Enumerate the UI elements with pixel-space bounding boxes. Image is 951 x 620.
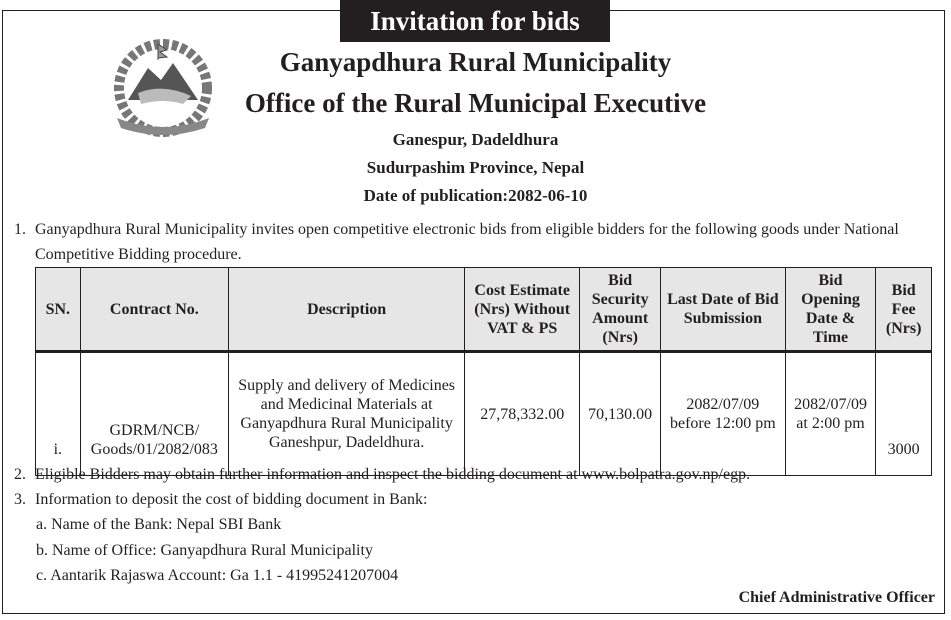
cell-opening: 2082/07/09 at 2:00 pm (784, 351, 877, 476)
para-2-number: 2. (14, 466, 26, 483)
nepal-emblem-logo-icon (114, 39, 212, 137)
para-1-number: 1. (14, 221, 26, 238)
para-3: Information to deposit the cost of biddi… (35, 491, 428, 508)
address-line-2: Sudurpashim Province, Nepal (366, 158, 585, 177)
cell-description: Supply and delivery of Medicines and Med… (228, 351, 466, 476)
col-fee: Bid Fee (Nrs) (875, 267, 932, 352)
office-name-line: b. Name of Office: Ganyapdhura Rural Mun… (36, 542, 373, 559)
bank-name: a. Name of the Bank: Nepal SBI Bank (36, 516, 282, 533)
cell-fee: 3000 (875, 351, 932, 476)
org-name: Ganyapdhura Rural Municipality (279, 47, 672, 77)
cell-last-date: 2082/07/09 before 12:00 pm (660, 351, 786, 476)
office-name: Office of the Rural Municipal Executive (244, 88, 707, 118)
col-opening: Bid Opening Date & Time (784, 267, 877, 352)
col-last-date: Last Date of Bid Submission (660, 267, 786, 352)
col-security: Bid Security Amount (Nrs) (579, 267, 662, 352)
cell-contract: GDRM/NCB/ Goods/01/2082/083 (79, 351, 230, 476)
para-3-number: 3. (14, 491, 26, 508)
address-line-1: Ganespur, Dadeldhura (392, 130, 559, 149)
cell-cost: 27,78,332.00 (464, 351, 581, 476)
publication-date: Date of publication:2082-06-10 (363, 186, 588, 205)
col-description: Description (228, 267, 466, 352)
cell-security: 70,130.00 (579, 351, 662, 476)
para-1: Ganyapdhura Rural Municipality invites o… (35, 221, 899, 263)
col-sn: SN. (35, 267, 81, 352)
col-cost: Cost Estimate (Nrs) Without VAT & PS (464, 267, 581, 352)
table-row: i. GDRM/NCB/ Goods/01/2082/083 Supply an… (35, 351, 932, 476)
notice-title: Invitation for bids (340, 0, 610, 42)
table-header-row: SN. Contract No. Description Cost Estima… (35, 267, 932, 352)
bids-table: SN. Contract No. Description Cost Estima… (35, 267, 932, 476)
signature: Chief Administrative Officer (738, 589, 935, 606)
para-2: Eligible Bidders may obtain further info… (35, 466, 751, 483)
col-contract: Contract No. (79, 267, 230, 352)
account-number: c. Aantarik Rajaswa Account: Ga 1.1 - 41… (36, 567, 399, 584)
cell-sn: i. (35, 351, 81, 476)
